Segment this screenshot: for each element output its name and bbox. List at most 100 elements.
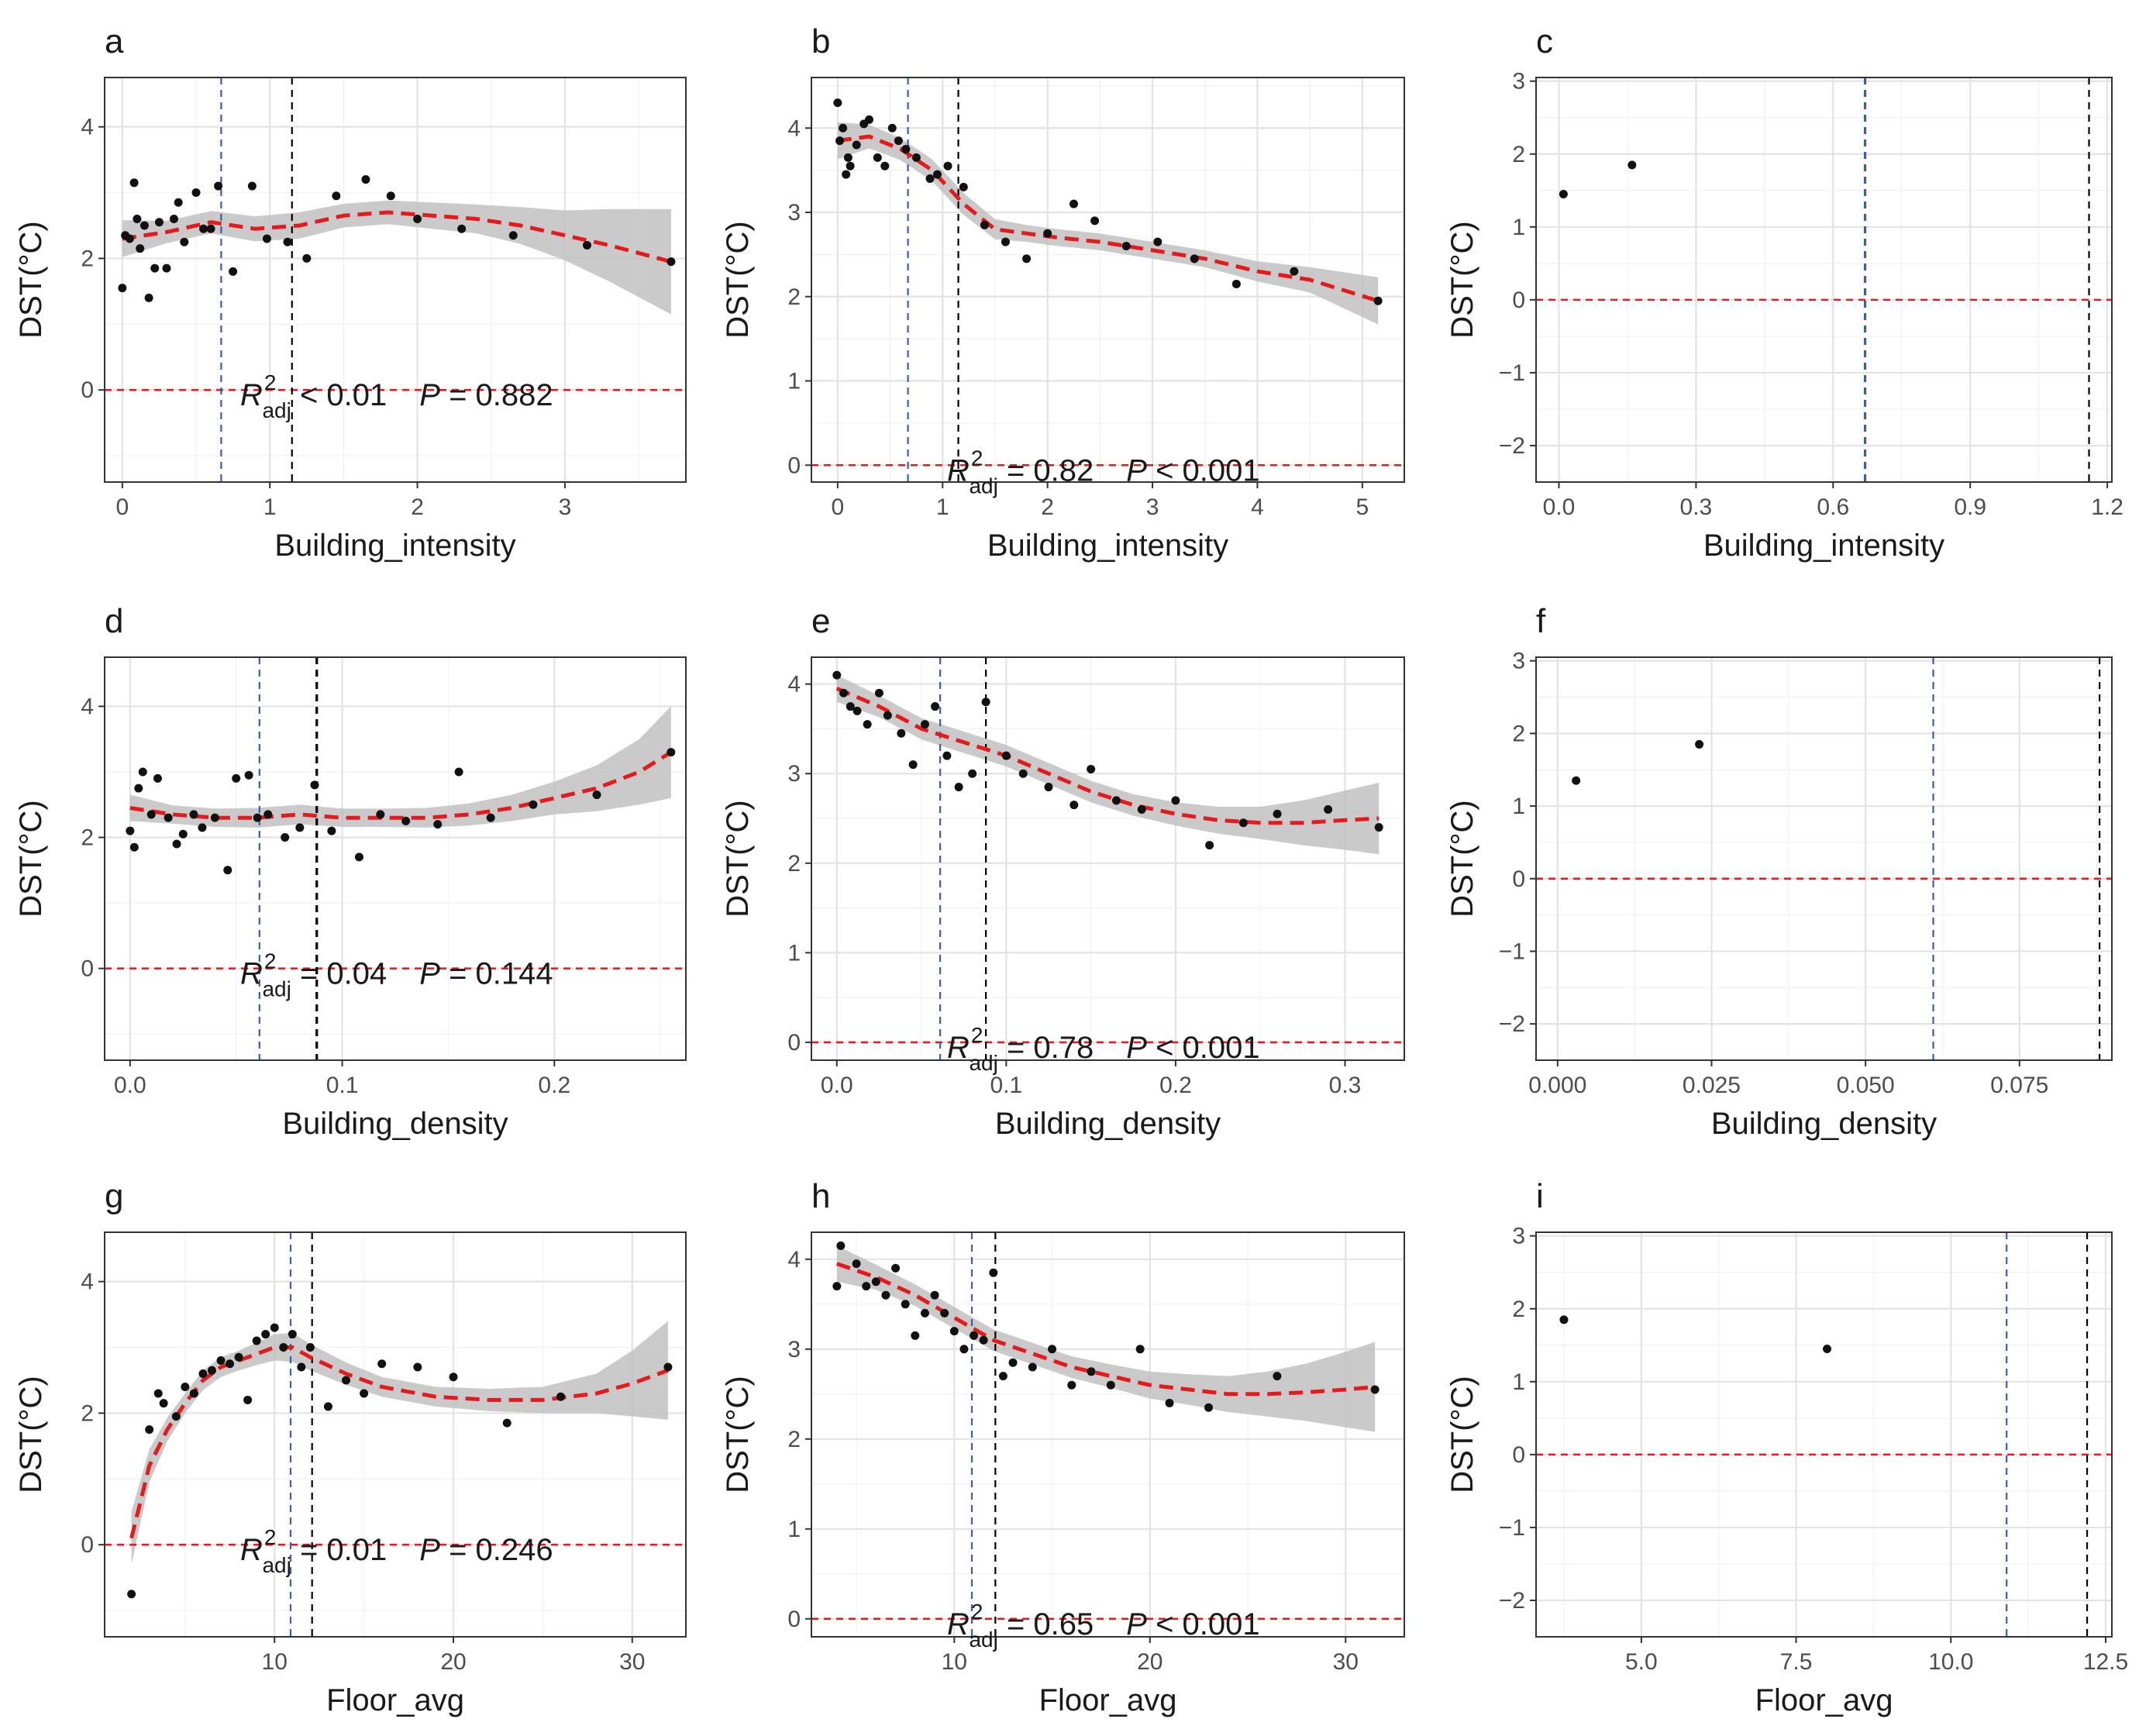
panel-h-grid	[811, 1232, 1404, 1637]
panel-b-x-tick-label: 3	[1146, 494, 1159, 520]
panel-d-stat-r-sup: 2	[264, 949, 277, 973]
panel-b-x-axis-title: Building_intensity	[987, 529, 1228, 563]
panel-a-stat-annotation: R2 adj < 0.01 P = 0.882	[240, 370, 553, 422]
panel-h-x-tick-label: 10	[942, 1649, 967, 1675]
panel-h-data-point	[901, 1300, 910, 1309]
panel-i-x-tick-label: 10.0	[1928, 1649, 1973, 1675]
panel-g-data-point	[189, 1389, 198, 1398]
panel-d-y-axis-title: DST(°C)	[14, 800, 48, 918]
panel-b-data-point	[911, 153, 921, 162]
panel-e-y-axis-title: DST(°C)	[721, 800, 755, 918]
panel-b-data-point	[894, 136, 903, 146]
panel-h-data-point	[871, 1277, 880, 1286]
panel-e-data-point	[1205, 841, 1214, 850]
panel-h-data-point	[881, 1290, 890, 1300]
panel-e: 0.0 0.1 0.2 0.3 0 1 2 3 4 Building_density DST(°C)…	[721, 602, 1405, 1141]
panel-d-data-point	[129, 842, 139, 852]
panel-g-stat-p: P	[419, 1533, 440, 1567]
panel-g-data-point	[502, 1418, 512, 1428]
panel-d-data-point	[529, 800, 538, 809]
panel-e-y-tick-label: 1	[787, 940, 801, 966]
panel-a-data-point	[283, 237, 292, 246]
panel-c-x-tick-label: 0.0	[1543, 494, 1576, 520]
panel-g-stat-annotation: R2 adj = 0.01 P = 0.246	[240, 1525, 553, 1577]
panel-d-stat-r-value: = 0.04	[291, 957, 387, 991]
panel-e-x-tick-label: 0.0	[821, 1073, 853, 1098]
panel-f-grid	[1536, 657, 2112, 1060]
panel-h-stat-r-sup: 2	[971, 1600, 983, 1624]
panel-d-data-point	[401, 816, 411, 825]
panel-b-data-point	[1069, 199, 1078, 208]
panel-b-data-point	[1090, 216, 1100, 226]
panel-b-data-point	[852, 140, 861, 150]
panel-b-confidence-band	[837, 122, 1379, 325]
panel-i-y-tick-label: −2	[1499, 1588, 1525, 1614]
panel-g-data-point	[159, 1399, 168, 1408]
panel-e-data-point	[1374, 823, 1383, 832]
panel-d-stat-r: R	[240, 957, 263, 991]
panel-d-x-axis-title: Building_density	[282, 1107, 508, 1141]
panel-b-stat-annotation: R2 adj = 0.82 P < 0.001	[947, 446, 1260, 498]
panel-e-stat-r-sup: 2	[971, 1023, 983, 1047]
panel-e-stat-r-sub: adj	[969, 1051, 997, 1075]
panel-e-data-point	[908, 760, 918, 770]
panel-i-plot-area	[1536, 1232, 2112, 1637]
panel-f-x-tick-label: 0.050	[1837, 1073, 1895, 1098]
panel-a-data-point	[206, 224, 215, 233]
panel-b-data-point	[835, 136, 845, 146]
panel-h-data-point	[862, 1282, 871, 1291]
panel-g-data-point	[181, 1382, 190, 1391]
panel-e-data-point	[981, 698, 990, 707]
panel-a-x-tick-label: 1	[264, 494, 277, 520]
panel-h-data-point	[1028, 1362, 1037, 1372]
panel-h-data-point	[852, 1259, 861, 1269]
panel-h-stat-r: R	[947, 1607, 970, 1641]
panel-d-data-point	[327, 826, 336, 835]
panel-e-confidence-band	[836, 675, 1380, 855]
panel-c-y-tick-label: −1	[1499, 360, 1525, 386]
panel-h-data-point	[949, 1327, 959, 1336]
panel-a-data-point	[247, 181, 257, 191]
panel-g-data-point	[198, 1369, 208, 1378]
panel-i: 5.0 7.5 10.0 12.5 −2 −1 0 1 2 3 Floor_avg DST(°C) i	[1445, 1177, 2128, 1717]
panel-a-data-point	[413, 214, 422, 223]
panel-g-data-point	[207, 1366, 216, 1375]
panel-b-panel-letter: b	[811, 22, 830, 60]
panel-d-data-point	[172, 839, 181, 849]
panel-g-y-axis-title: DST(°C)	[14, 1376, 48, 1493]
panel-f-y-axis-title: DST(°C)	[1445, 800, 1479, 918]
panel-d-data-point	[198, 823, 207, 832]
panel-h-stat-p-value: < 0.001	[1147, 1607, 1260, 1641]
panel-f-x-tick-label: 0.075	[1990, 1073, 2048, 1098]
panel-d-y-tick-label: 4	[81, 694, 94, 719]
panel-b-data-point	[901, 144, 911, 153]
panel-b-border	[811, 77, 1405, 483]
panel-a-fit-line	[122, 210, 672, 264]
panel-a-data-point	[229, 267, 238, 276]
panel-f-plot-area	[1536, 657, 2112, 1060]
panel-h-fit-line	[835, 1262, 1376, 1397]
panel-h-data-point	[1370, 1385, 1380, 1394]
panel-h-panel-letter: h	[811, 1177, 830, 1215]
panel-a-y-axis-title: DST(°C)	[14, 221, 48, 339]
panel-e-data-point	[832, 670, 842, 680]
panel-e-fit-line	[835, 687, 1380, 825]
panel-b-y-tick-label: 1	[787, 369, 801, 394]
panel-b-y-tick-label: 2	[787, 284, 801, 310]
panel-b-data-point	[1043, 229, 1052, 238]
panel-g-data-point	[145, 1425, 154, 1435]
panel-g-data-point	[413, 1362, 422, 1372]
panel-e-x-axis-title: Building_density	[995, 1107, 1221, 1141]
panel-f-data-point	[1572, 776, 1581, 785]
panel-a-border	[104, 77, 687, 483]
panel-d-data-point	[264, 810, 273, 819]
panel-d-data-point	[253, 813, 262, 822]
panel-g-x-tick-label: 20	[440, 1649, 466, 1675]
panel-a-data-point	[666, 257, 676, 267]
panel-a-data-point	[144, 293, 153, 302]
panel-c-data-point	[1559, 189, 1568, 198]
panel-e-data-point	[920, 720, 929, 729]
panel-h-data-point	[959, 1345, 969, 1354]
panel-d-fit-line	[129, 750, 673, 820]
